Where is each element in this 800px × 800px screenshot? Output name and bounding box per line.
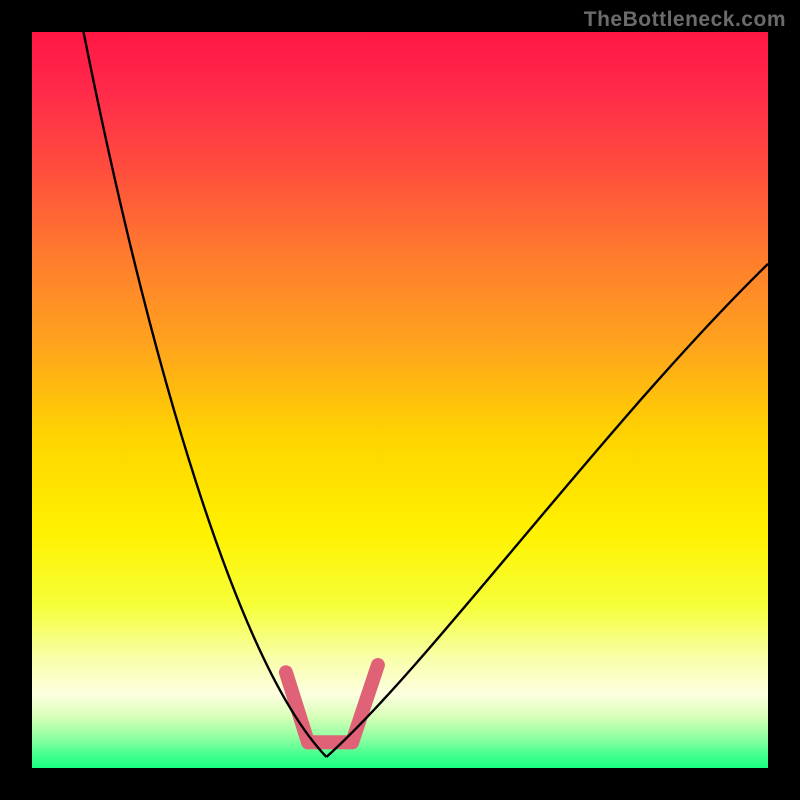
- plot-background: [32, 32, 768, 768]
- watermark-text: TheBottleneck.com: [584, 8, 786, 32]
- chart-container: TheBottleneck.com: [0, 0, 800, 800]
- bottleneck-curve-chart: [0, 0, 800, 800]
